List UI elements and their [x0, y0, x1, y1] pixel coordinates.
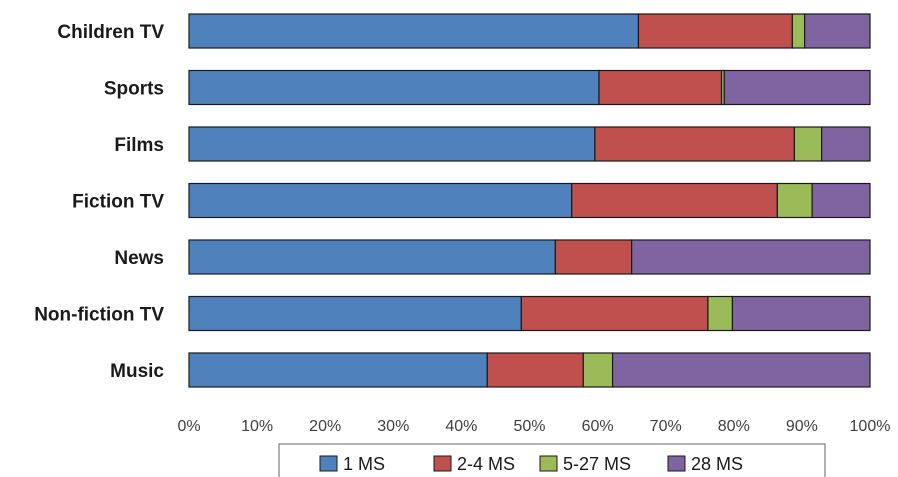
category-label-children-tv: Children TV — [57, 22, 164, 43]
bar-segment-sports-1-ms — [188, 69, 600, 106]
legend-label-5-27-ms: 5-27 MS — [563, 454, 631, 474]
bar-segment-non-fiction-tv-28-ms — [731, 295, 871, 332]
category-label-music: Music — [110, 361, 164, 382]
legend-swatch-2-4-ms — [433, 455, 452, 472]
bar-segment-non-fiction-tv-1-ms — [188, 295, 522, 332]
category-label-fiction-tv: Fiction TV — [72, 192, 164, 213]
category-label-non-fiction-tv: Non-fiction TV — [34, 305, 164, 326]
bar-segment-sports-28-ms — [723, 69, 871, 106]
x-tick-label-9: 90% — [786, 418, 818, 435]
bar-segment-fiction-tv-2-4-ms — [571, 182, 778, 219]
bar-segment-music-5-27-ms — [582, 352, 614, 388]
bar-segment-fiction-tv-5-27-ms — [776, 182, 813, 219]
bar-segment-films-2-4-ms — [594, 126, 796, 162]
bar-segment-fiction-tv-1-ms — [188, 182, 573, 219]
x-tick-label-4: 40% — [445, 418, 477, 435]
x-axis-tick-labels: 0% 10% 20% 30% 40% 50% 60% 70% 80% 90% 100% — [177, 418, 890, 435]
bar-segment-films-28-ms — [821, 126, 871, 162]
bar-segment-music-2-4-ms — [486, 352, 584, 388]
bar-segment-news-1-ms — [188, 239, 556, 275]
bar-segment-children-tv-1-ms — [188, 13, 640, 49]
legend: 1 MS 2-4 MS 5-27 MS 28 MS — [278, 443, 826, 477]
bar-segment-children-tv-28-ms — [804, 13, 871, 49]
bar-segment-films-1-ms — [188, 126, 596, 162]
x-tick-label-2: 20% — [309, 418, 341, 435]
bar-segment-children-tv-5-27-ms — [791, 13, 806, 49]
bar-segment-non-fiction-tv-5-27-ms — [707, 295, 734, 332]
legend-label-2-4-ms: 2-4 MS — [457, 454, 515, 474]
x-tick-label-6: 60% — [582, 418, 614, 435]
bar-segment-music-1-ms — [188, 352, 488, 388]
x-tick-label-5: 50% — [513, 418, 545, 435]
bar-segment-non-fiction-tv-2-4-ms — [520, 295, 709, 332]
x-tick-label-10: 100% — [850, 418, 891, 435]
category-label-films: Films — [114, 135, 164, 156]
bar-segment-sports-2-4-ms — [598, 69, 723, 106]
bar-segment-fiction-tv-28-ms — [811, 182, 871, 219]
x-tick-label-7: 70% — [650, 418, 682, 435]
x-tick-label-1: 10% — [241, 418, 273, 435]
legend-swatch-28-ms — [667, 455, 686, 472]
x-tick-label-8: 80% — [718, 418, 750, 435]
bar-segment-news-2-4-ms — [554, 239, 633, 275]
bars-group — [188, 13, 871, 388]
legend-swatch-5-27-ms — [539, 455, 558, 472]
category-label-sports: Sports — [104, 79, 164, 100]
legend-label-28-ms: 28 MS — [691, 454, 743, 474]
bar-segment-news-28-ms — [631, 239, 871, 275]
category-labels: Children TV Sports Films Fiction TV News Non-… — [34, 22, 164, 382]
bar-segment-music-28-ms — [611, 352, 871, 388]
category-label-news: News — [114, 248, 164, 269]
bar-segment-films-5-27-ms — [793, 126, 823, 162]
x-tick-label-0: 0% — [177, 418, 200, 435]
legend-swatch-1-ms — [319, 455, 338, 472]
legend-label-1-ms: 1 MS — [343, 454, 385, 474]
bar-segment-children-tv-2-4-ms — [637, 13, 793, 49]
x-tick-label-3: 30% — [377, 418, 409, 435]
